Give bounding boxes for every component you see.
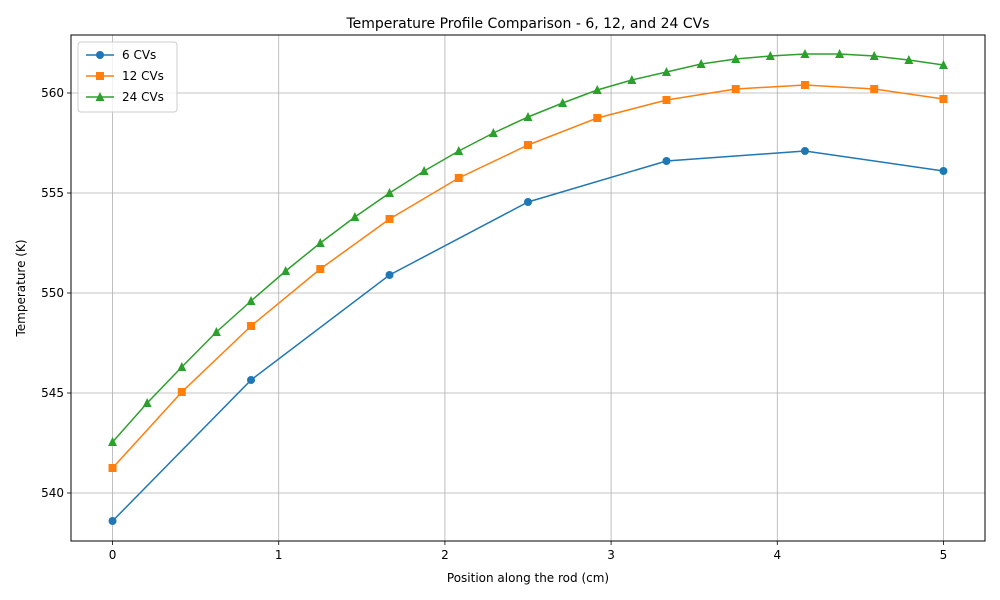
data-point-24-cvs (558, 98, 568, 107)
y-tick-label: 545 (41, 386, 64, 400)
plot-frame (70, 34, 986, 542)
y-tick-label: 560 (41, 86, 64, 100)
x-tick-label: 5 (940, 548, 948, 562)
data-point-12-cvs (524, 141, 532, 149)
series-12-cvs (108, 81, 948, 472)
data-point-24-cvs (765, 51, 775, 60)
data-point-24-cvs (661, 67, 671, 76)
data-point-24-cvs (419, 166, 429, 175)
data-point-24-cvs (731, 54, 741, 63)
data-point-12-cvs (593, 114, 602, 122)
data-point-24-cvs (696, 59, 706, 68)
data-point-6-cvs (662, 157, 671, 165)
series-layer (108, 49, 948, 525)
data-point-24-cvs (454, 146, 464, 155)
legend-marker-12-cvs (96, 72, 104, 80)
data-point-6-cvs (800, 147, 809, 155)
legend-label-6-cvs: 6 CVs (122, 48, 156, 62)
data-point-24-cvs (108, 437, 118, 446)
data-point-12-cvs (870, 85, 879, 93)
legend-marker-6-cvs (96, 51, 104, 59)
data-point-24-cvs (938, 60, 948, 69)
data-point-24-cvs (904, 55, 914, 64)
data-point-12-cvs (247, 322, 256, 330)
data-point-12-cvs (177, 388, 186, 396)
data-point-24-cvs (385, 188, 395, 197)
y-tick-label: 540 (41, 486, 64, 500)
data-point-6-cvs (108, 517, 117, 525)
legend-item-24-cvs: 24 CVs (86, 90, 164, 104)
y-tick-label: 555 (41, 186, 64, 200)
legend-item-6-cvs: 6 CVs (86, 48, 156, 62)
chart-title: Temperature Profile Comparison - 6, 12, … (345, 16, 709, 32)
data-point-12-cvs (385, 215, 394, 223)
series-6-cvs (108, 147, 948, 525)
data-point-12-cvs (939, 95, 948, 103)
data-point-24-cvs (592, 85, 602, 94)
data-point-6-cvs (939, 167, 948, 175)
legend: 6 CVs 12 CVs 24 CVs (77, 41, 178, 113)
grid (71, 35, 985, 541)
data-point-24-cvs (211, 327, 221, 336)
legend-label-24-cvs: 24 CVs (122, 90, 164, 104)
data-point-24-cvs (523, 112, 533, 121)
legend-label-12-cvs: 12 CVs (122, 69, 164, 83)
data-point-12-cvs (731, 85, 740, 93)
legend-box (77, 41, 178, 113)
data-point-24-cvs (869, 51, 879, 60)
data-point-6-cvs (247, 376, 256, 384)
data-point-12-cvs (662, 96, 671, 104)
data-point-24-cvs (177, 362, 187, 371)
data-point-12-cvs (454, 174, 463, 182)
data-point-12-cvs (800, 81, 809, 89)
y-tick-label: 550 (41, 286, 64, 300)
x-axis: 0 1 2 3 4 5 (109, 541, 948, 562)
data-point-24-cvs (627, 75, 637, 84)
data-point-24-cvs (142, 398, 152, 407)
x-tick-label: 1 (275, 548, 283, 562)
data-point-24-cvs (246, 296, 256, 305)
data-point-24-cvs (281, 266, 291, 275)
y-axis-label: Temperature (K) (14, 239, 28, 337)
data-point-24-cvs (315, 238, 325, 247)
x-tick-label: 2 (441, 548, 449, 562)
data-point-24-cvs (350, 212, 360, 221)
data-point-24-cvs (800, 49, 810, 58)
data-point-6-cvs (385, 271, 394, 279)
series-24-cvs (108, 49, 948, 446)
x-tick-label: 3 (607, 548, 615, 562)
legend-item-12-cvs: 12 CVs (86, 69, 164, 83)
x-tick-label: 4 (773, 548, 781, 562)
data-point-12-cvs (108, 464, 117, 472)
y-axis: 540 545 550 555 560 (41, 86, 71, 500)
data-point-12-cvs (316, 265, 325, 273)
data-point-24-cvs (488, 128, 498, 137)
data-point-6-cvs (524, 198, 532, 206)
x-tick-label: 0 (109, 548, 117, 562)
legend-marker-24-cvs (95, 92, 105, 101)
data-point-24-cvs (835, 49, 845, 58)
x-axis-label: Position along the rod (cm) (447, 571, 609, 585)
